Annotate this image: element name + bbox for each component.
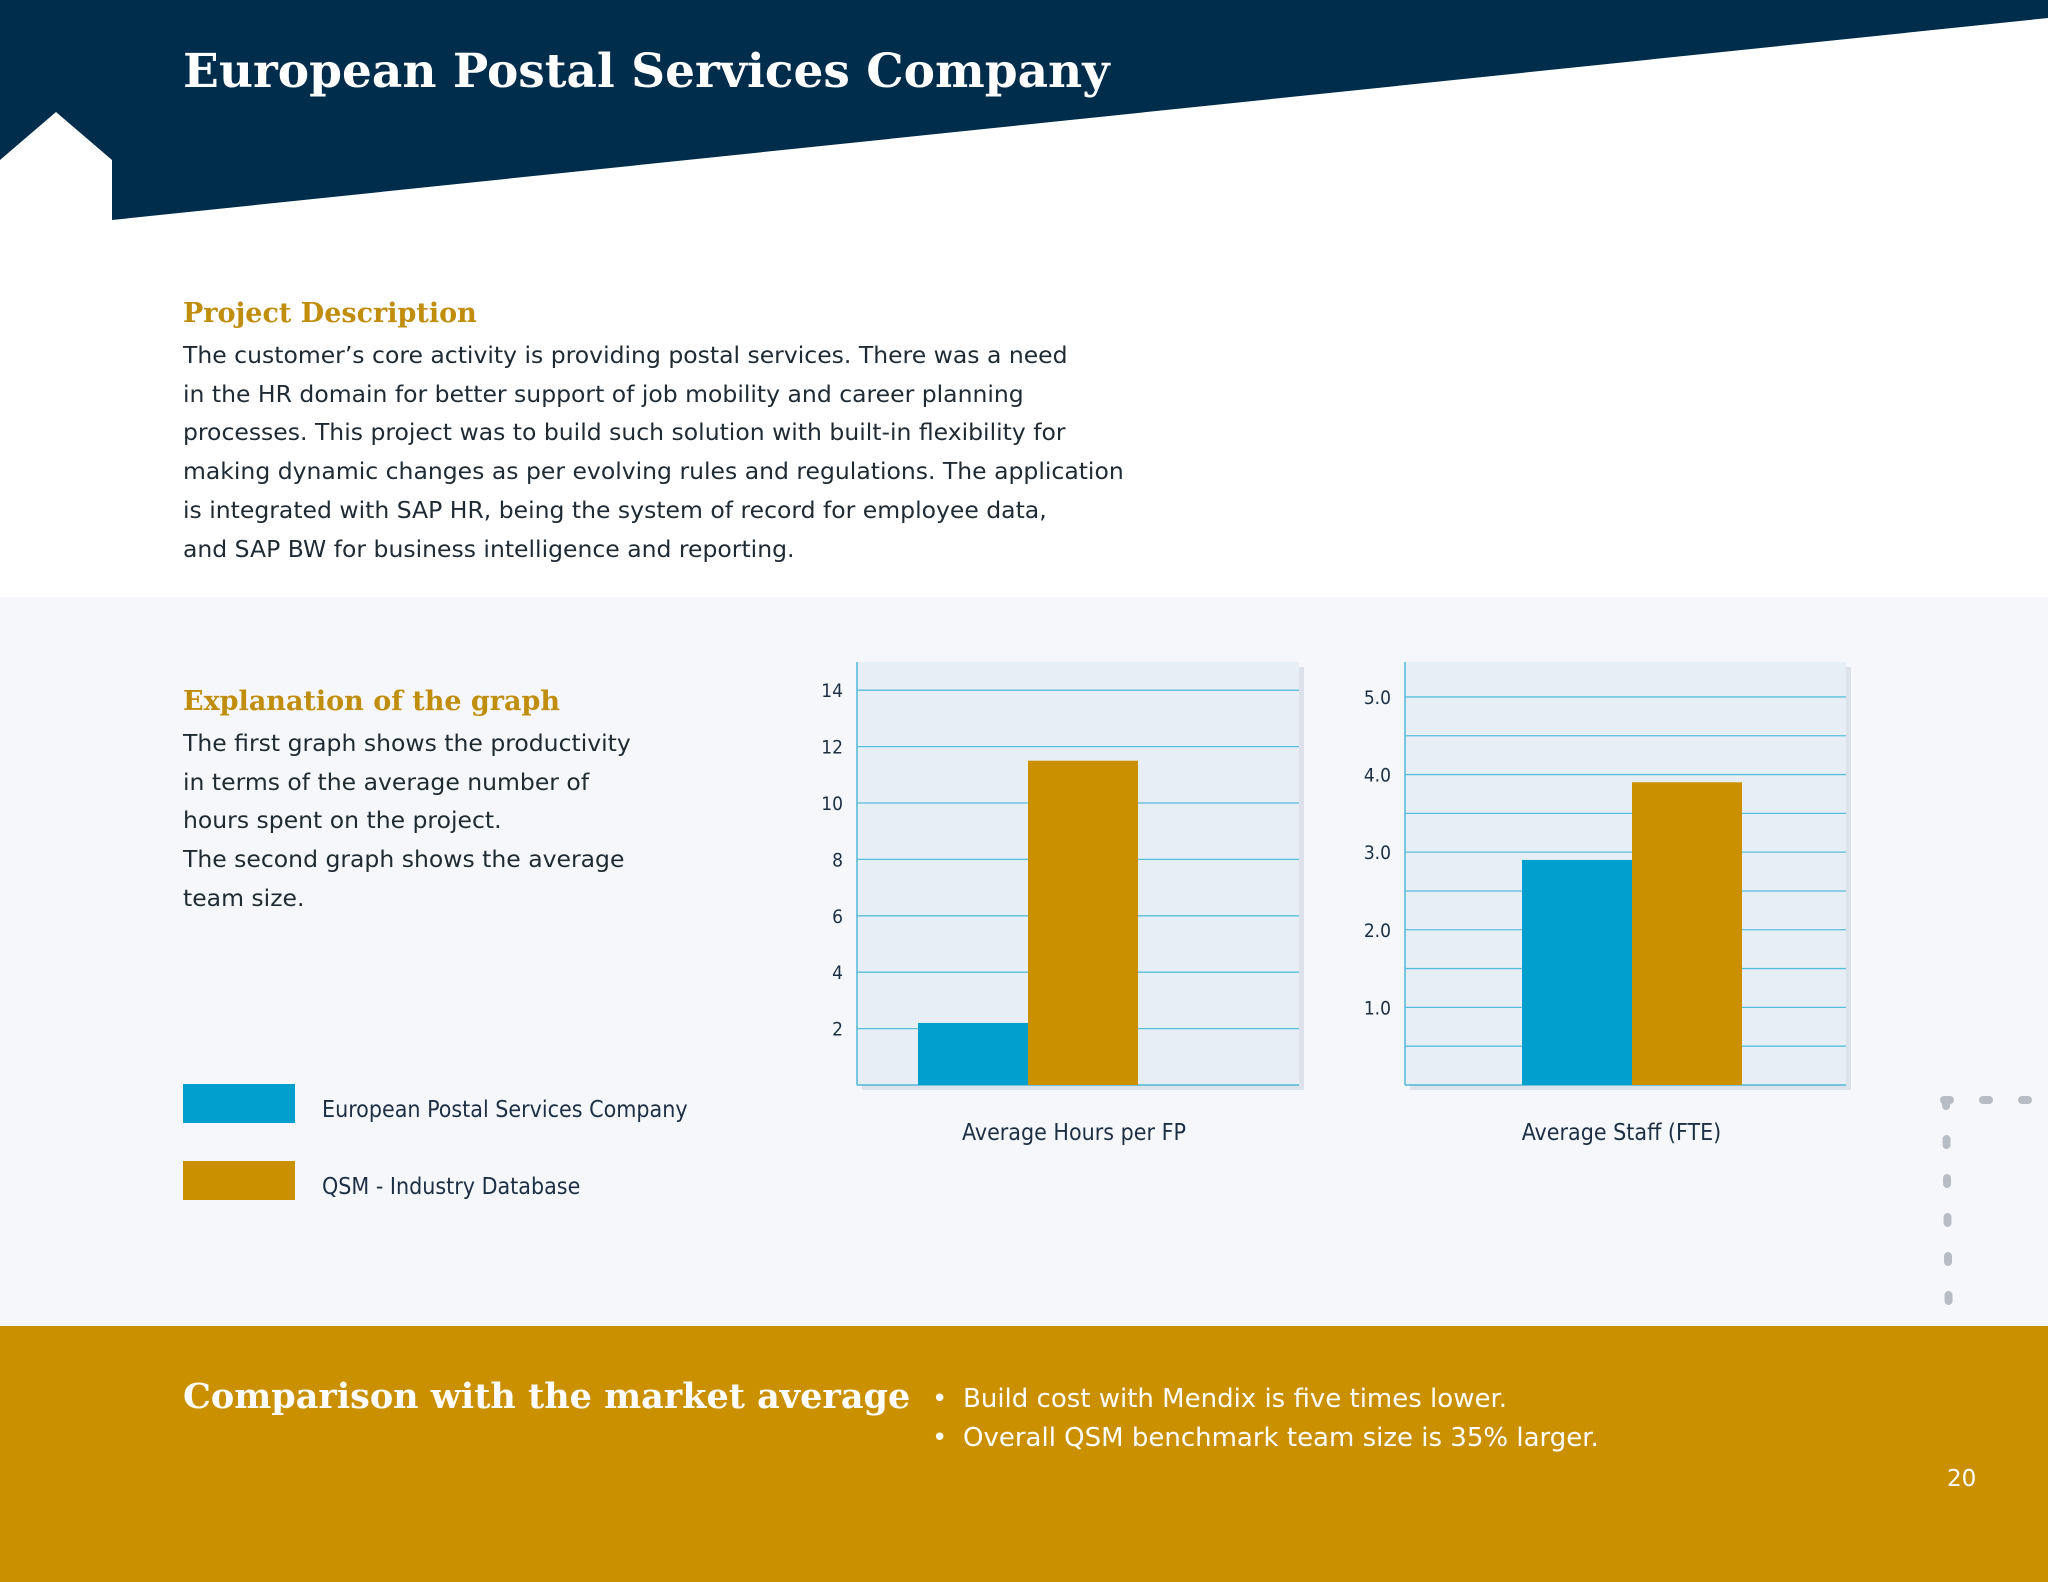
comparison-bullet: Overall QSM benchmark team size is 35% l… bbox=[932, 1419, 1599, 1458]
chart-average-staff-fte: 1.0 2.0 3.0 4.0 5.0 Average Staff (FTE) bbox=[1364, 662, 1851, 1146]
project-description-line: making dynamic changes as per evolving r… bbox=[183, 457, 1124, 486]
bar-european-postal bbox=[1522, 859, 1632, 1085]
chart-average-hours-per-fp: 2 4 6 8 10 12 14 Average Hours per FP bbox=[821, 662, 1304, 1146]
y-tick-label: 4.0 bbox=[1364, 765, 1391, 787]
y-tick-label: 2.0 bbox=[1364, 920, 1391, 942]
y-tick-label: 14 bbox=[821, 680, 843, 702]
page-title: European Postal Services Company bbox=[183, 44, 1110, 99]
x-axis-label: Average Staff (FTE) bbox=[1522, 1120, 1722, 1146]
bar-european-postal bbox=[918, 1022, 1028, 1085]
graph-explanation-heading: Explanation of the graph bbox=[183, 686, 561, 717]
project-description-line: processes. This project was to build suc… bbox=[183, 418, 1066, 447]
graph-explanation-line: The first graph shows the productivity bbox=[183, 729, 631, 757]
graph-explanation-line: The second graph shows the average bbox=[183, 845, 625, 874]
graph-explanation-text: The first graph shows the productivity i… bbox=[183, 724, 631, 918]
bar-qsm bbox=[1028, 760, 1138, 1085]
y-tick-label: 4 bbox=[832, 962, 843, 984]
comparison-bullet: Build cost with Mendix is five times low… bbox=[932, 1380, 1599, 1419]
y-tick-label: 3.0 bbox=[1364, 842, 1391, 864]
project-description-line: and SAP BW for business intelligence and… bbox=[183, 534, 795, 563]
project-description-heading: Project Description bbox=[183, 298, 477, 329]
legend-swatch-qsm bbox=[183, 1161, 295, 1200]
x-axis-label: Average Hours per FP bbox=[962, 1120, 1186, 1146]
graph-explanation-line: team size. bbox=[183, 883, 305, 912]
project-description-line: in the HR domain for better support of j… bbox=[183, 379, 1024, 408]
page-number: 20 bbox=[1947, 1466, 1977, 1492]
y-tick-label: 8 bbox=[832, 849, 843, 871]
decorative-dashed-line bbox=[1940, 1096, 2048, 1335]
legend-label-qsm: QSM - Industry Database bbox=[322, 1174, 581, 1200]
graph-explanation-line: hours spent on the project. bbox=[183, 806, 502, 835]
y-tick-label: 12 bbox=[821, 737, 843, 759]
y-tick-label: 6 bbox=[832, 906, 843, 928]
project-description-text: The customer’s core activity is providin… bbox=[183, 336, 1124, 568]
header-banner bbox=[0, 0, 2048, 220]
y-tick-label: 10 bbox=[821, 793, 843, 815]
comparison-bullet-list: Build cost with Mendix is five times low… bbox=[932, 1380, 1599, 1458]
legend-swatch-european-postal bbox=[183, 1084, 295, 1123]
header-banner-shape bbox=[0, 0, 2048, 220]
project-description-line: is integrated with SAP HR, being the sys… bbox=[183, 495, 1047, 524]
y-tick-label: 2 bbox=[832, 1019, 843, 1041]
graph-explanation-line: in terms of the average number of bbox=[183, 767, 590, 796]
y-tick-label: 1.0 bbox=[1364, 997, 1391, 1019]
bar-qsm bbox=[1632, 782, 1742, 1085]
project-description-line: The customer’s core activity is providin… bbox=[183, 341, 1068, 369]
comparison-heading: Comparison with the market average bbox=[183, 1376, 911, 1417]
y-tick-label: 5.0 bbox=[1364, 687, 1391, 709]
legend-label-european-postal: European Postal Services Company bbox=[322, 1097, 688, 1123]
